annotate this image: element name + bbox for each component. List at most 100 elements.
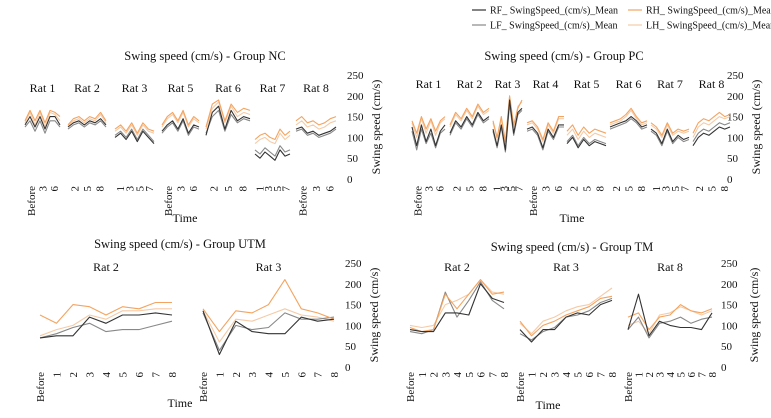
- series-line-lh: [202, 308, 335, 343]
- series-line-rh: [409, 279, 505, 333]
- x-tick-label: 5: [134, 186, 146, 192]
- x-tick-label: 2: [694, 186, 706, 192]
- x-tick-label: 8: [707, 372, 719, 378]
- panel-title: Rat 4: [533, 77, 559, 91]
- x-tick-label: 8: [719, 186, 731, 192]
- series-line-rf: [254, 149, 291, 161]
- series-line-lf: [295, 128, 337, 138]
- x-axis-label: Time: [536, 398, 561, 412]
- y-tick-label: 50: [727, 153, 739, 165]
- y-tick-label: 100: [727, 132, 744, 144]
- x-tick-label: Before: [413, 186, 425, 216]
- x-tick-label: 7: [697, 372, 709, 378]
- series-line-lf: [526, 126, 564, 151]
- x-tick-label: 4: [264, 372, 276, 378]
- x-tick-label: 2: [538, 372, 550, 378]
- y-axis-label: Swing speed (cm/s): [369, 80, 383, 175]
- series-line-lh: [295, 120, 337, 130]
- series-line-lh: [609, 109, 648, 126]
- x-tick-label: 7: [144, 186, 156, 192]
- y-tick-label: 250: [727, 70, 744, 82]
- panel-title: Rat 6: [215, 81, 241, 95]
- y-tick-label: 250: [345, 258, 362, 270]
- y-axis-label: Swing speed (cm/s): [747, 268, 761, 363]
- x-tick-label: 7: [487, 372, 499, 378]
- series-line-rf: [526, 124, 564, 149]
- y-tick-label: 0: [727, 174, 733, 186]
- y-tick-label: 250: [347, 70, 364, 82]
- panel-title: Rat 7: [260, 81, 286, 95]
- x-tick-label: 6: [435, 186, 447, 192]
- series-line-rf: [161, 118, 200, 134]
- x-tick-label: 5: [676, 372, 688, 378]
- x-tick-label: 4: [101, 372, 113, 378]
- x-tick-label: 5: [582, 186, 594, 192]
- x-tick-label: 5: [670, 186, 682, 192]
- series-line-rh: [411, 116, 446, 134]
- series-line-rh: [161, 109, 200, 126]
- series-line-lh: [39, 308, 172, 337]
- x-tick-label: 6: [134, 372, 146, 378]
- x-tick-label: 3: [660, 186, 672, 192]
- x-tick-label: 6: [324, 186, 336, 192]
- x-tick-label: 5: [118, 372, 130, 378]
- chart-title: Swing speed (cm/s) - Group PC: [484, 49, 643, 63]
- y-tick-label: 50: [721, 341, 733, 353]
- y-tick-label: 200: [347, 91, 364, 103]
- series-line-lf: [24, 120, 61, 134]
- series-line-lf: [449, 113, 490, 136]
- x-tick-label: 7: [151, 372, 163, 378]
- series-line-lh: [114, 124, 155, 136]
- series-line-rf: [492, 99, 523, 151]
- x-tick-label: 3: [247, 372, 259, 378]
- panel-title: Rat 6: [616, 77, 642, 91]
- series-line-lh: [566, 128, 607, 141]
- x-tick-label: 7: [281, 186, 293, 192]
- x-tick-label: 2: [68, 372, 80, 378]
- x-tick-label: 5: [624, 186, 636, 192]
- legend-label: RH_ SwingSpeed_(cm/s)_Mean: [646, 6, 771, 17]
- series-line-rh: [295, 116, 337, 126]
- x-tick-label: 6: [476, 372, 488, 378]
- series-line-lf: [254, 145, 291, 157]
- y-tick-label: 50: [347, 153, 359, 165]
- x-tick-label: 3: [85, 372, 97, 378]
- series-line-rh: [449, 103, 490, 126]
- series-line-rh: [114, 122, 155, 134]
- y-tick-label: 150: [347, 112, 364, 124]
- x-tick-label: 3: [38, 186, 50, 192]
- x-tick-label: 3: [311, 186, 323, 192]
- x-tick-label: 6: [553, 186, 565, 192]
- panel-title: Rat 8: [657, 260, 683, 274]
- x-axis-label: Time: [560, 211, 585, 225]
- series-line-lf: [39, 320, 173, 339]
- x-tick-label: 8: [167, 372, 179, 378]
- x-tick-label: 2: [452, 186, 464, 192]
- y-tick-label: 50: [345, 341, 357, 353]
- y-tick-label: 100: [345, 320, 362, 332]
- x-tick-label: 7: [513, 186, 525, 192]
- series-line-rh: [692, 111, 731, 134]
- x-tick-label: 2: [429, 372, 441, 378]
- series-line-lh: [449, 105, 490, 128]
- series-line-lh: [627, 306, 713, 335]
- x-tick-label: 3: [263, 186, 275, 192]
- series-line-lf: [411, 128, 446, 151]
- panel-title: Rat 1: [30, 81, 56, 95]
- panel-title: Rat 5: [574, 77, 600, 91]
- series-line-lf: [67, 120, 107, 130]
- x-tick-label: 3: [550, 372, 562, 378]
- x-tick-label: Before: [26, 186, 38, 216]
- panel-title: Rat 1: [416, 77, 442, 91]
- x-tick-label: 6: [296, 372, 308, 378]
- series-line-lf: [692, 122, 731, 142]
- series-line-rf: [609, 116, 648, 128]
- series-line-rf: [566, 136, 607, 149]
- x-tick-label: 1: [651, 186, 663, 192]
- x-tick-label: 1: [417, 372, 429, 378]
- y-tick-label: 0: [721, 362, 727, 374]
- y-tick-label: 100: [347, 132, 364, 144]
- x-tick-label: 6: [49, 186, 61, 192]
- x-tick-label: 4: [561, 372, 573, 378]
- y-tick-label: 150: [721, 300, 738, 312]
